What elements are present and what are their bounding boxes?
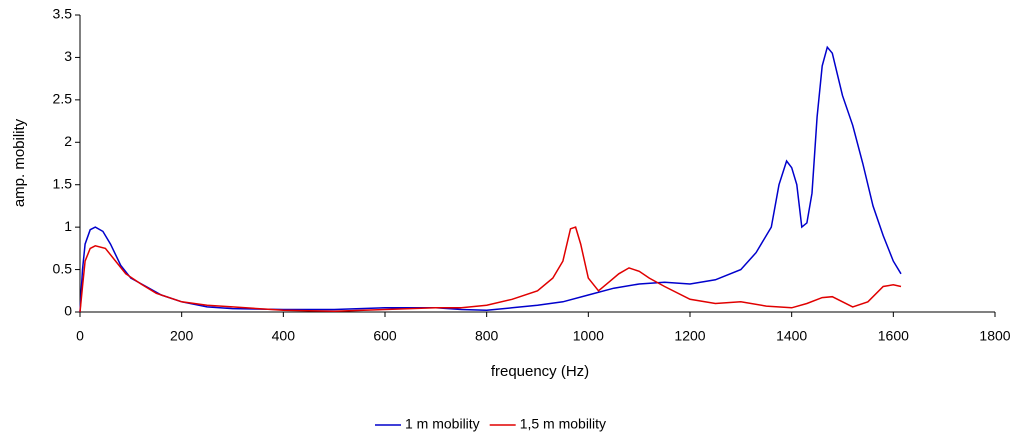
- y-tick-label: 1: [64, 218, 72, 234]
- y-tick-label: 2: [64, 133, 72, 149]
- x-tick-label: 800: [475, 328, 499, 344]
- y-tick-label: 1.5: [53, 175, 73, 191]
- x-tick-label: 1000: [573, 328, 604, 344]
- y-tick-label: 2.5: [53, 91, 73, 107]
- x-tick-label: 1200: [674, 328, 705, 344]
- series-line: [80, 47, 901, 312]
- y-tick-label: 0.5: [53, 260, 73, 276]
- x-tick-label: 0: [76, 328, 84, 344]
- x-tick-label: 1400: [776, 328, 807, 344]
- x-tick-label: 1800: [979, 328, 1010, 344]
- series-line: [80, 227, 901, 312]
- legend-label: 1 m mobility: [405, 416, 480, 432]
- y-tick-label: 3: [64, 48, 72, 64]
- x-axis-label: frequency (Hz): [491, 363, 589, 380]
- chart: frequency (Hz) amp. mobility 0 0.5 1 1.5 2 2.…: [0, 0, 1022, 443]
- legend-label: 1,5 m mobility: [520, 416, 606, 432]
- x-tick-label: 600: [373, 328, 397, 344]
- y-tick-label: 0: [64, 303, 72, 319]
- y-tick-label: 3.5: [53, 6, 73, 22]
- x-tick-label: 200: [170, 328, 194, 344]
- y-axis-label: amp. mobility: [11, 118, 28, 207]
- x-tick-label: 1600: [878, 328, 909, 344]
- x-tick-label: 400: [272, 328, 296, 344]
